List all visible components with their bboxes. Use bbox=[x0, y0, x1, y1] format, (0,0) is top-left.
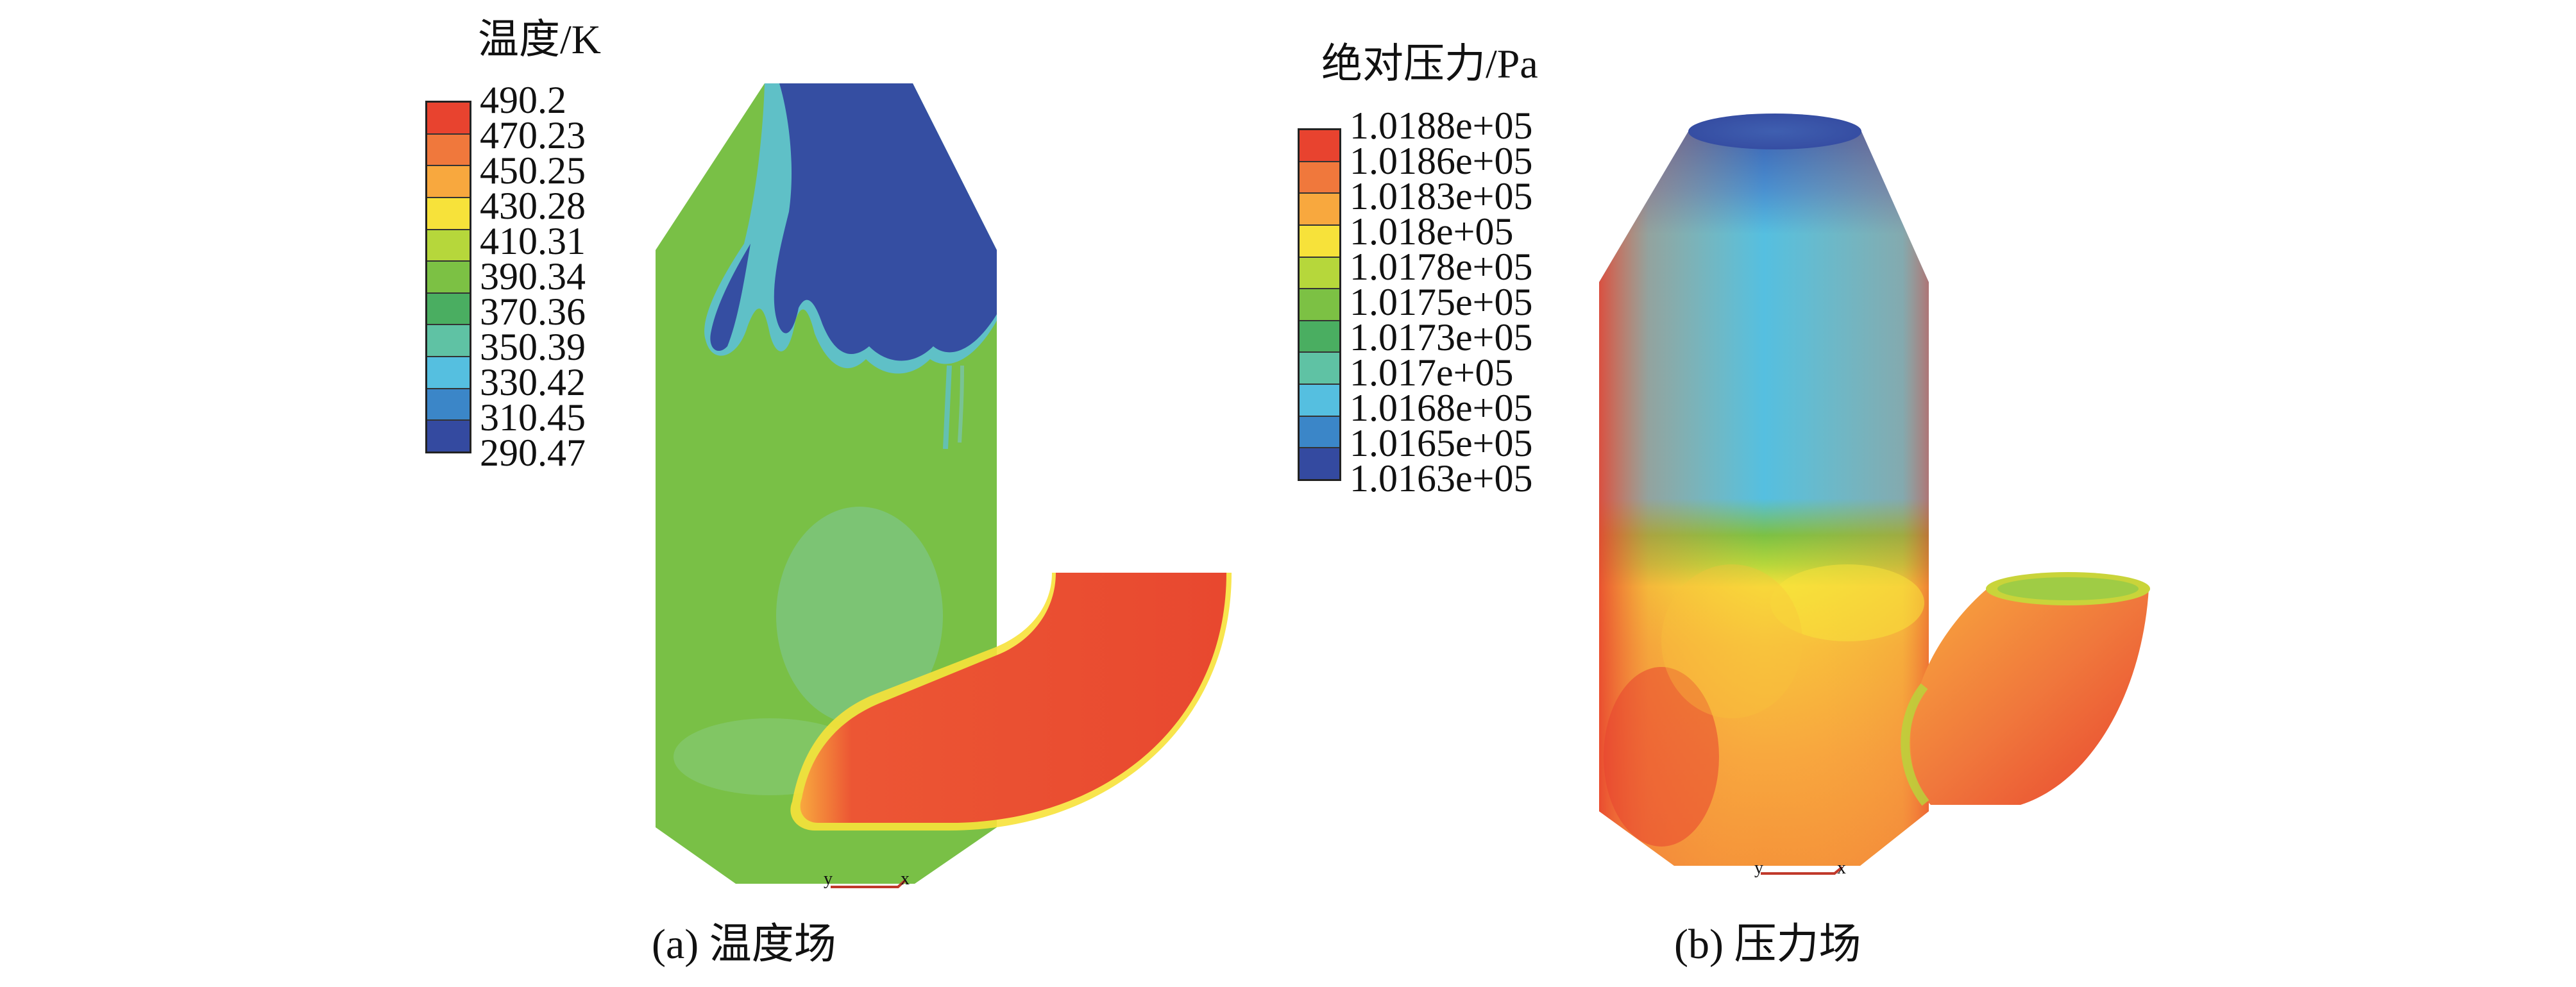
axis-y-mark-a: y bbox=[824, 869, 833, 889]
temperature-colorbar-segment bbox=[427, 293, 470, 326]
pressure-tick-label: 1.0173e+05 bbox=[1350, 316, 1533, 359]
pressure-colorbar bbox=[1298, 128, 1341, 481]
temperature-tick-label: 450.25 bbox=[480, 149, 586, 192]
temperature-tick-label: 430.28 bbox=[480, 185, 586, 227]
pressure-tick-label: 1.017e+05 bbox=[1350, 351, 1514, 394]
temperature-tick-label: 350.39 bbox=[480, 326, 586, 368]
temperature-tick-label: 490.2 bbox=[480, 79, 566, 121]
temperature-colorbar-segment bbox=[427, 262, 470, 294]
pressure-colorbar-segment bbox=[1300, 385, 1339, 417]
temperature-colorbar-segment bbox=[427, 325, 470, 358]
pressure-tick-label: 1.0165e+05 bbox=[1350, 422, 1533, 464]
pressure-colorbar-segment bbox=[1300, 130, 1339, 162]
pressure-tick-label: 1.0178e+05 bbox=[1350, 246, 1533, 288]
temperature-colorbar-segment bbox=[427, 198, 470, 230]
temperature-legend-title: 温度/K bbox=[478, 17, 601, 62]
pressure-tick-label: 1.0175e+05 bbox=[1350, 281, 1533, 323]
temperature-colorbar-segment bbox=[427, 134, 470, 167]
pressure-tick-label: 1.0183e+05 bbox=[1350, 175, 1533, 217]
temperature-tick-label: 290.47 bbox=[480, 432, 586, 474]
temperature-colorbar-segment bbox=[427, 389, 470, 421]
axis-x-mark-a: x bbox=[901, 869, 910, 889]
pressure-tick-label: 1.018e+05 bbox=[1350, 210, 1514, 253]
temperature-colorbar bbox=[425, 101, 471, 453]
axis-x-mark-b: x bbox=[1837, 858, 1846, 878]
temperature-tick-label: 410.31 bbox=[480, 220, 586, 262]
temperature-colorbar-segment bbox=[427, 421, 470, 452]
axis-y-mark-b: y bbox=[1754, 858, 1763, 878]
temperature-tick-label: 390.34 bbox=[480, 255, 586, 298]
pressure-colorbar-segment bbox=[1300, 289, 1339, 321]
pressure-colorbar-segment bbox=[1300, 257, 1339, 290]
pressure-tick-label: 1.0163e+05 bbox=[1350, 457, 1533, 500]
temperature-colorbar-segment bbox=[427, 230, 470, 262]
temperature-tick-label: 470.23 bbox=[480, 114, 586, 156]
pressure-colorbar-segment bbox=[1300, 194, 1339, 226]
pressure-colorbar-segment bbox=[1300, 225, 1339, 258]
temperature-field-shape bbox=[656, 83, 1232, 888]
pressure-tick-label: 1.0186e+05 bbox=[1350, 140, 1533, 182]
pressure-field-shape bbox=[1599, 114, 2150, 875]
temperature-tick-label: 330.42 bbox=[480, 361, 586, 403]
pressure-colorbar-segment bbox=[1300, 321, 1339, 353]
temperature-tick-label: 310.45 bbox=[480, 396, 586, 439]
pressure-colorbar-segment bbox=[1300, 416, 1339, 449]
temperature-tick-label: 370.36 bbox=[480, 291, 586, 333]
pressure-tick-label: 1.0168e+05 bbox=[1350, 387, 1533, 429]
pressure-legend-title: 绝对压力/Pa bbox=[1321, 41, 1538, 87]
pressure-colorbar-segment bbox=[1300, 353, 1339, 385]
temperature-colorbar-segment bbox=[427, 103, 470, 135]
pressure-tick-label: 1.0188e+05 bbox=[1350, 105, 1533, 147]
pressure-colorbar-segment bbox=[1300, 448, 1339, 480]
temperature-colorbar-segment bbox=[427, 166, 470, 198]
caption-pressure: (b) 压力场 bbox=[1674, 921, 1861, 968]
caption-temperature: (a) 温度场 bbox=[652, 921, 836, 968]
pressure-colorbar-segment bbox=[1300, 162, 1339, 194]
temperature-colorbar-segment bbox=[427, 357, 470, 389]
